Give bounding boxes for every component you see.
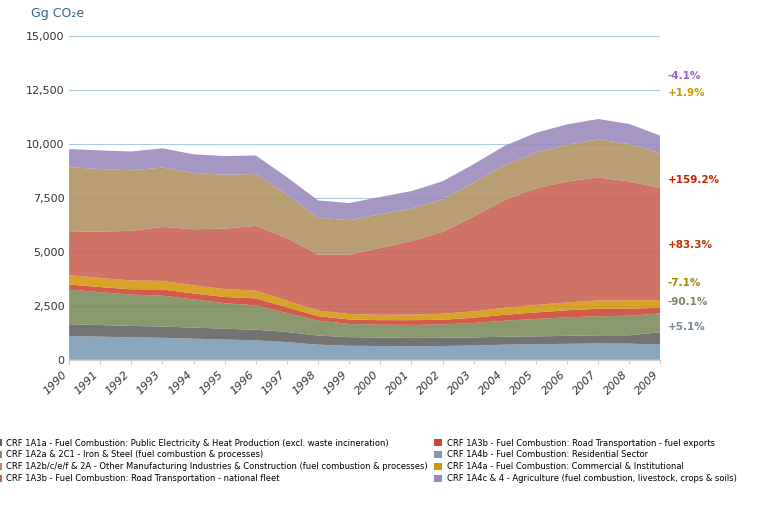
Text: +159.2%: +159.2% (667, 175, 720, 185)
Text: +5.1%: +5.1% (667, 322, 705, 333)
Text: Gg CO₂e: Gg CO₂e (31, 7, 84, 20)
Text: -7.1%: -7.1% (667, 278, 700, 288)
Legend: CRF 1A1a - Fuel Combustion: Public Electricity & Heat Production (excl. waste in: CRF 1A1a - Fuel Combustion: Public Elect… (0, 435, 740, 487)
Text: -90.1%: -90.1% (667, 297, 708, 307)
Text: +83.3%: +83.3% (667, 240, 713, 250)
Text: -4.1%: -4.1% (667, 71, 700, 81)
Text: +1.9%: +1.9% (667, 88, 705, 98)
